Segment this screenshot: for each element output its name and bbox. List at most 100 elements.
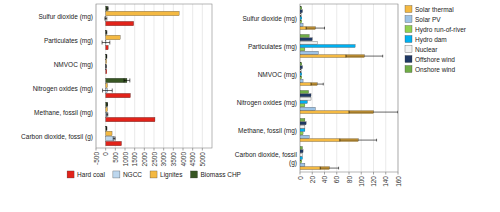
bar [105,64,106,68]
grid-line [336,4,337,172]
category-label: Methane, fossil (mg) [34,109,93,117]
error-cap [113,137,114,141]
legend-swatch [67,171,74,178]
error-line [320,168,338,169]
error-cap [106,113,107,117]
category-label-line: Carbon dioxide, fossil (g) [21,133,93,141]
tick-mark [361,172,362,175]
error-cap [109,41,110,45]
tick-label: 2500 [151,152,158,167]
chart-1: 020406080100120140160Carbon dioxide, fos… [235,4,467,187]
error-line [102,42,110,43]
bar [300,69,302,72]
error-cap [320,167,321,170]
error-line [346,56,383,57]
category-label-line: NMVOC (mg) [54,61,93,69]
bar [300,41,317,44]
bar [300,62,302,65]
legend-label: Hydro dam [415,36,447,44]
bar [106,11,179,15]
bar [300,94,311,97]
error-cap [106,30,107,34]
tick-label: 2000 [141,152,148,167]
error-cap [398,111,399,114]
bar [106,83,108,87]
legend-label: Offshore wind [415,56,455,63]
bar [106,112,108,116]
legend-swatch [405,56,412,63]
category-label: Sulfur dioxide (mg) [38,13,93,21]
tick-mark [144,148,145,151]
error-line [103,90,113,91]
category-label: Carbon dioxide, fossil(g) [235,151,298,166]
error-cap [106,30,107,34]
error-cap [345,55,346,58]
legend-swatch [405,16,412,23]
bar [106,6,108,10]
error-cap [115,137,116,141]
bar [300,23,303,26]
error-bar [346,55,383,58]
error-line [311,84,323,85]
tick-label: 160 [395,176,402,187]
tick-mark [134,148,135,151]
bar [300,13,302,16]
error-cap [106,54,107,58]
error-bar [107,113,108,117]
tick-label: 4500 [189,152,196,167]
tick-mark [192,148,193,151]
bar [106,69,107,73]
legend-swatch [405,66,412,73]
tick-label: 100 [358,176,365,187]
error-cap [376,139,377,142]
category-label-line: Sulfur dioxide (mg) [38,13,93,21]
tick-mark [202,148,203,151]
bar [300,157,302,160]
tick-mark [125,148,126,151]
bar [300,51,318,54]
grid-line [349,4,350,172]
bar [106,93,131,97]
grid-line [144,4,145,148]
legend: Solar thermalSolar PVHydro run-of-riverH… [405,6,467,73]
legend-swatch [405,26,412,33]
error-cap [338,167,339,170]
error-line [124,80,130,81]
bar [300,45,355,48]
tick-mark [173,148,174,151]
grid-line [163,4,164,148]
bar [300,150,303,153]
bar [300,135,309,138]
chart-0: -500050010001500200025003000350040004500… [21,4,241,179]
error-bar [102,41,110,45]
error-cap [107,102,108,106]
category-label-line: Nitrogen oxides (mg) [33,85,93,93]
error-bar [311,83,323,86]
bar [300,146,302,149]
grid-line [154,4,155,148]
tick-mark [183,148,184,151]
error-cap [104,17,105,21]
bar [300,38,312,41]
grid-line [134,4,135,148]
error-bar [113,137,115,141]
bar [106,117,155,121]
category-label-line: Particulates (mg) [248,43,297,51]
bar [105,54,107,58]
bar [300,20,302,23]
error-bar [105,17,107,21]
bar [300,48,305,51]
bar [300,90,309,93]
error-cap [112,89,113,93]
bar [106,102,108,106]
bar [300,160,302,163]
error-bar [107,6,108,10]
legend-swatch [405,6,412,13]
legend-label: Biomass CHP [200,171,240,178]
plot-frame [300,4,398,172]
tick-label: 4000 [180,152,187,167]
bar [105,16,106,20]
error-cap [106,65,107,69]
chart-root: -500050010001500200025003000350040004500… [0,0,500,212]
tick-label: 40 [321,176,328,184]
